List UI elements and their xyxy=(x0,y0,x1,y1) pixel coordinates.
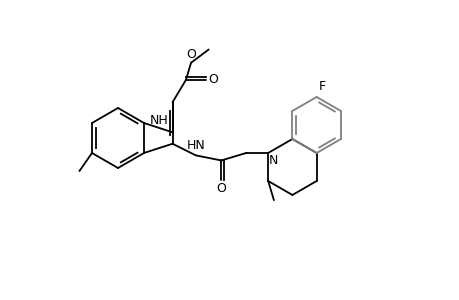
Text: O: O xyxy=(216,182,226,196)
Text: O: O xyxy=(186,48,196,61)
Text: N: N xyxy=(269,154,278,167)
Text: F: F xyxy=(318,80,325,93)
Text: NH: NH xyxy=(150,114,168,127)
Text: O: O xyxy=(207,74,217,86)
Text: HN: HN xyxy=(186,140,205,152)
